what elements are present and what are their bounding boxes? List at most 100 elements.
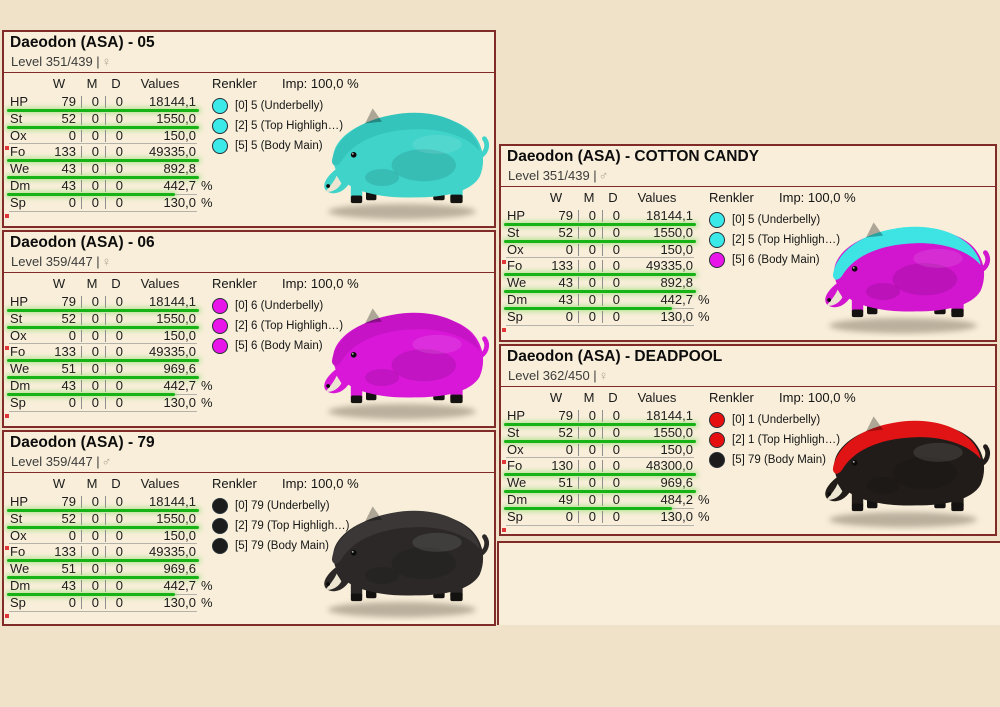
creature-name: Daeodon (ASA) - DEADPOOL <box>507 348 723 365</box>
stat-mutation-level: 0 <box>91 377 99 393</box>
creature-level: Level 359/447 | ♀ <box>11 254 111 269</box>
stat-wild-level: 133 <box>54 144 76 160</box>
stat-wild-level: 52 <box>61 310 76 326</box>
stats-header: W M D Values <box>4 76 210 91</box>
stat-row: Fo 130 0 0 48300,0 <box>501 458 717 477</box>
stat-value: 150,0 <box>660 241 693 257</box>
stat-wild-level: 49 <box>558 491 573 507</box>
stat-domestic-level: 0 <box>115 327 123 343</box>
col-header-domestic: D <box>608 190 618 205</box>
column-divider <box>81 196 82 209</box>
column-divider <box>578 277 579 290</box>
color-region-chip <box>212 498 228 514</box>
stat-value: 969,6 <box>163 361 196 377</box>
stat-row: Sp 0 0 0 130,0 % <box>501 309 717 326</box>
stat-row: St 52 0 0 1550,0 <box>501 224 717 243</box>
stat-flag-marker <box>5 414 9 418</box>
stats-header: W M D Values <box>501 390 707 405</box>
color-region-list: [0] 5 (Underbelly) [2] 5 (Top Highligh…)… <box>709 210 959 270</box>
stat-value: 1550,0 <box>653 224 693 240</box>
header-divider <box>501 386 995 387</box>
stat-unit: % <box>201 594 213 610</box>
stat-mutation-level: 0 <box>91 494 99 509</box>
stat-name: We <box>10 161 30 177</box>
best-stat-underline <box>7 308 199 312</box>
stats-table: HP 79 0 0 18144,1 St 52 0 0 1550,0 Ox 0 … <box>501 208 717 326</box>
stat-wild-level: 51 <box>61 561 76 577</box>
stat-flag-marker <box>502 260 506 264</box>
stat-flag-marker <box>5 346 9 350</box>
stat-domestic-level: 0 <box>115 544 123 560</box>
best-stat-underline <box>504 239 696 243</box>
creature-image <box>324 506 490 618</box>
stat-mutation-level: 0 <box>91 561 99 577</box>
stat-name: Fo <box>10 544 26 560</box>
stat-unit: % <box>201 394 213 410</box>
stat-name: Ox <box>10 127 27 143</box>
stat-value: 18144,1 <box>646 408 693 423</box>
creature-card[interactable]: Daeodon (ASA) - 79 Level 359/447 | ♂ W M … <box>2 430 496 626</box>
colors-header-label: Renkler <box>709 390 754 405</box>
color-region-chip <box>212 538 228 554</box>
color-region-chip <box>212 298 228 314</box>
stat-value: 150,0 <box>163 327 196 343</box>
stat-wild-level: 0 <box>565 241 573 257</box>
stat-wild-level: 0 <box>68 194 76 210</box>
stat-name: Dm <box>10 577 31 593</box>
creature-card[interactable]: Daeodon (ASA) - COTTON CANDY Level 351/4… <box>499 144 997 342</box>
stat-row: Dm 49 0 0 484,2 % <box>501 491 717 510</box>
column-divider <box>81 379 82 392</box>
stat-wild-level: 43 <box>61 377 76 393</box>
col-header-mutation: M <box>86 276 98 291</box>
col-header-wild: W <box>52 76 66 91</box>
colors-header-label: Renkler <box>212 276 257 291</box>
colors-header-label: Renkler <box>212 76 257 91</box>
color-region-chip <box>709 452 725 468</box>
stat-name: Fo <box>10 344 26 360</box>
stat-name: HP <box>507 208 526 223</box>
stat-domestic-level: 0 <box>115 577 123 593</box>
stat-name: Dm <box>507 491 528 507</box>
col-header-values: Values <box>140 476 180 491</box>
color-region-item: [0] 6 (Underbelly) <box>212 296 462 316</box>
best-stat-underline <box>7 325 199 329</box>
column-divider <box>81 563 82 576</box>
color-region-label: [0] 79 (Underbelly) <box>235 500 330 512</box>
stats-header: W M D Values <box>4 276 210 291</box>
column-divider <box>81 596 82 609</box>
creature-level: Level 359/447 | ♂ <box>11 454 111 469</box>
stat-wild-level: 52 <box>558 224 573 240</box>
creature-card[interactable]: Daeodon (ASA) - DEADPOOL Level 362/450 |… <box>499 344 997 536</box>
creature-card[interactable]: Daeodon (ASA) - 05 Level 351/439 | ♀ W M … <box>2 30 496 228</box>
header-divider <box>4 272 494 273</box>
stat-flag-marker <box>5 614 9 618</box>
color-region-list: [0] 79 (Underbelly) [2] 79 (Top Highligh… <box>212 496 462 556</box>
stat-row: St 52 0 0 1550,0 <box>4 511 220 529</box>
creature-card[interactable]: Daeodon (ASA) - 06 Level 359/447 | ♀ W M … <box>2 230 496 428</box>
stat-mutation-level: 0 <box>91 194 99 210</box>
column-divider <box>105 596 106 609</box>
column-divider <box>602 477 603 490</box>
stat-wild-level: 0 <box>68 527 76 543</box>
best-stat-underline <box>504 289 696 293</box>
creature-name: Daeodon (ASA) - 06 <box>10 234 155 251</box>
stat-domestic-level: 0 <box>612 241 620 257</box>
stat-flag-marker <box>5 214 9 218</box>
column-divider <box>105 529 106 542</box>
column-divider <box>81 512 82 525</box>
column-divider <box>602 510 603 523</box>
stat-row: Fo 133 0 0 49335,0 <box>4 144 220 163</box>
stat-mutation-level: 0 <box>91 110 99 126</box>
col-header-wild: W <box>549 190 563 205</box>
stat-name: Sp <box>10 594 26 610</box>
stats-header: W M D Values <box>4 476 210 491</box>
stat-row: We 51 0 0 969,6 <box>4 561 220 579</box>
stat-row: St 52 0 0 1550,0 <box>501 425 717 443</box>
stats-table: HP 79 0 0 18144,1 St 52 0 0 1550,0 Ox 0 … <box>501 408 717 526</box>
color-region-item: [0] 5 (Underbelly) <box>212 96 462 116</box>
best-stat-underline <box>7 159 199 163</box>
column-divider <box>578 226 579 239</box>
stat-value: 18144,1 <box>646 208 693 223</box>
best-stat-underline <box>7 192 175 196</box>
column-divider <box>105 546 106 559</box>
